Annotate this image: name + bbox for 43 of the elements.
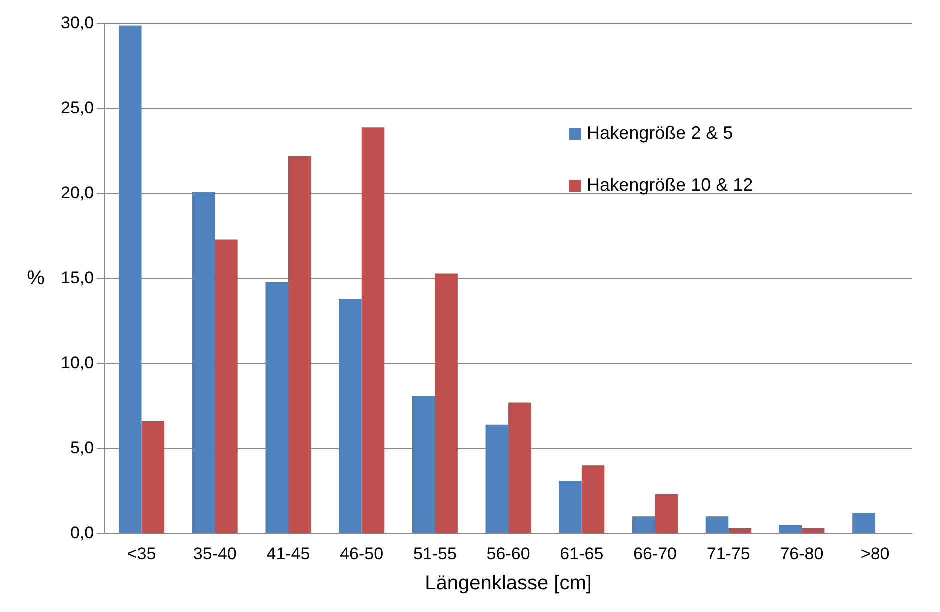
- bar: [728, 528, 752, 534]
- x-tick-label: 35-40: [193, 544, 237, 564]
- y-tick-label: 20,0: [60, 184, 94, 203]
- bar: [339, 299, 362, 534]
- bar: [779, 525, 802, 534]
- x-tick-label: 76-80: [780, 544, 824, 564]
- x-tick-label: 61-65: [560, 544, 604, 564]
- y-axis-title: %: [27, 267, 46, 290]
- bar: [266, 282, 288, 534]
- legend-label: Hakengröße 2 & 5: [587, 122, 734, 143]
- bar: [582, 466, 605, 534]
- x-tick-label: 56-60: [486, 544, 530, 564]
- bar: [435, 274, 458, 534]
- bar: [412, 396, 436, 534]
- bar: [486, 424, 509, 534]
- y-tick-label: 0,0: [70, 523, 94, 542]
- bar: [288, 156, 312, 534]
- bar: [852, 513, 876, 534]
- legend-label: Hakengröße 10 & 12: [587, 174, 754, 195]
- x-tick-label: 46-50: [340, 544, 384, 564]
- x-axis-title: Längenklasse [cm]: [425, 572, 592, 595]
- y-tick-label: 25,0: [60, 98, 94, 118]
- bar: [632, 516, 656, 534]
- bar: [362, 128, 385, 534]
- y-tick-label: 30,0: [60, 14, 94, 33]
- x-tick-label: 51-55: [413, 544, 457, 564]
- y-tick-label: 5,0: [70, 438, 94, 458]
- x-tick-label: 41-45: [266, 544, 310, 564]
- x-tick-label: 66-70: [634, 544, 677, 564]
- y-tick-label: 10,0: [60, 353, 94, 372]
- bar: [706, 516, 729, 534]
- x-tick-label: <35: [127, 544, 156, 564]
- bar: [142, 421, 165, 534]
- bar: [802, 528, 825, 534]
- bar: [508, 402, 532, 534]
- bar: [559, 480, 582, 534]
- x-tick-label: >80: [860, 544, 890, 564]
- y-tick-label: 15,0: [60, 268, 94, 288]
- bar: [119, 26, 142, 534]
- bar: [192, 192, 216, 534]
- bar: [215, 240, 238, 534]
- x-tick-label: 71-75: [706, 544, 750, 564]
- bar: [655, 494, 678, 534]
